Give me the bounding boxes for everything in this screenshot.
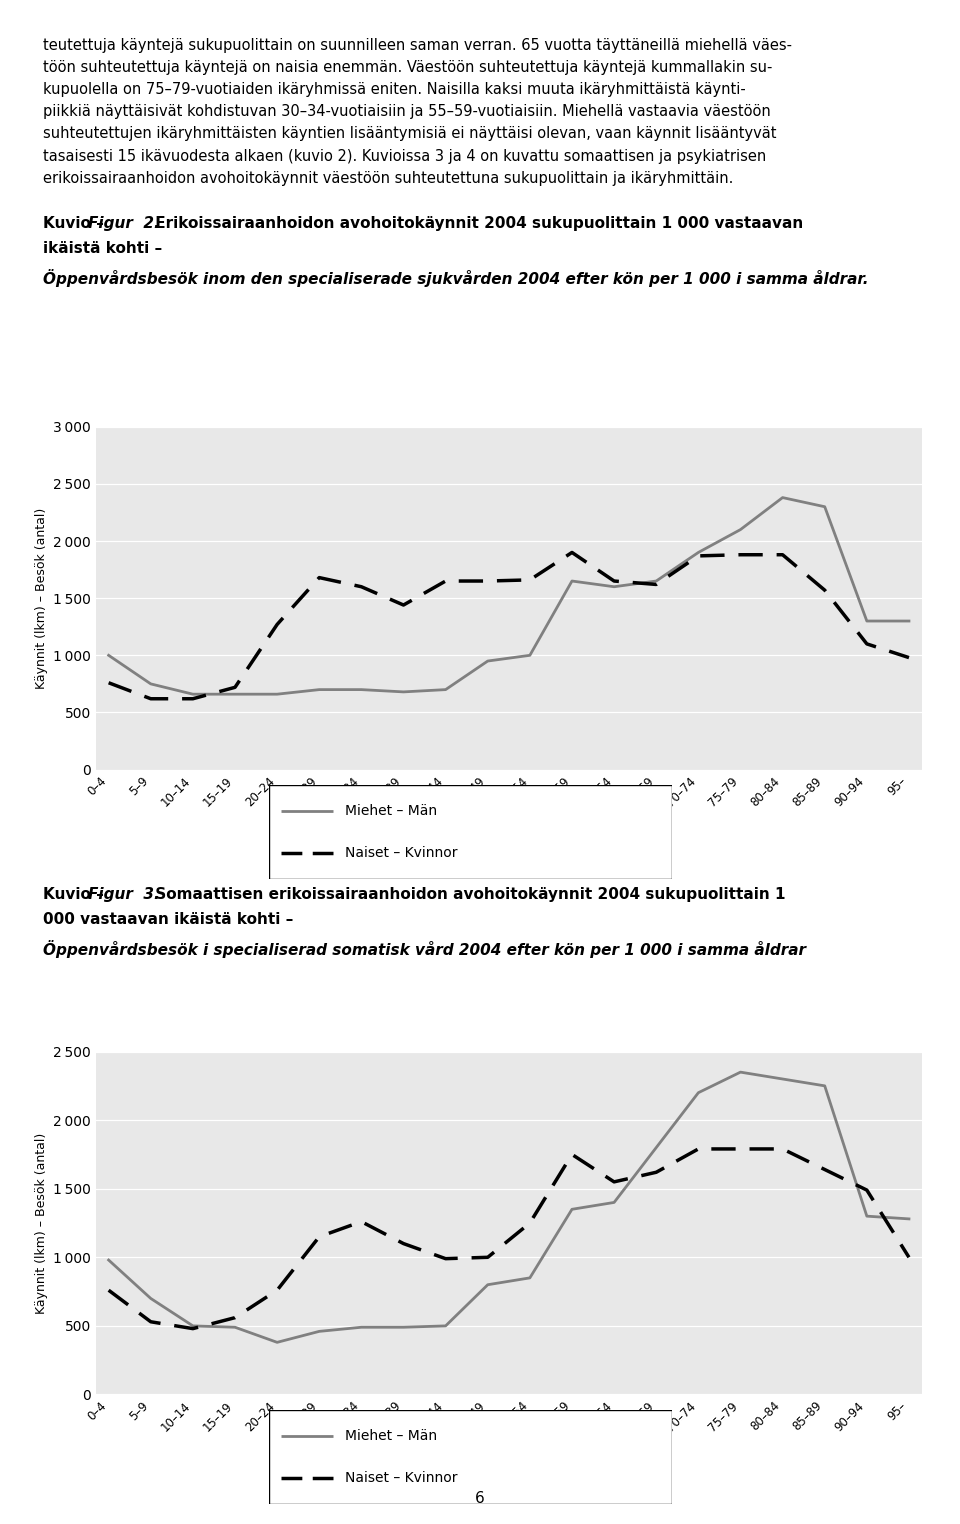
Text: 000 vastaavan ikäistä kohti –: 000 vastaavan ikäistä kohti – bbox=[43, 913, 294, 928]
Text: Öppenvårdsbesök inom den specialiserade sjukvården 2004 efter kön per 1 000 i sa: Öppenvårdsbesök inom den specialiserade … bbox=[43, 268, 869, 287]
Text: Naiset – Kvinnor: Naiset – Kvinnor bbox=[346, 846, 458, 860]
Text: Kuvio –: Kuvio – bbox=[43, 887, 109, 902]
Text: erikoissairaanhoidon avohoitokäynnit väestöön suhteutettuna sukupuolittain ja ik: erikoissairaanhoidon avohoitokäynnit väe… bbox=[43, 171, 733, 186]
Text: suhteutettujen ikäryhmittäisten käyntien lisääntymisiä ei näyttäisi olevan, vaan: suhteutettujen ikäryhmittäisten käyntien… bbox=[43, 126, 777, 142]
Text: teutettuja käyntejä sukupuolittain on suunnilleen saman verran. 65 vuotta täyttä: teutettuja käyntejä sukupuolittain on su… bbox=[43, 38, 792, 53]
Text: Kuvio –: Kuvio – bbox=[43, 216, 109, 230]
Y-axis label: Käynnit (lkm) – Besök (antal): Käynnit (lkm) – Besök (antal) bbox=[35, 1132, 48, 1314]
Text: piikkiä näyttäisivät kohdistuvan 30–34-vuotiaisiin ja 55–59-vuotiaisiin. Miehell: piikkiä näyttäisivät kohdistuvan 30–34-v… bbox=[43, 104, 771, 119]
Text: Figur  2.: Figur 2. bbox=[88, 216, 160, 230]
Text: Erikoissairaanhoidon avohoitokäynnit 2004 sukupuolittain 1 000 vastaavan: Erikoissairaanhoidon avohoitokäynnit 200… bbox=[150, 216, 803, 230]
X-axis label: Ikäluokka (vuotta) – Åldersgrupp (år): Ikäluokka (vuotta) – Åldersgrupp (år) bbox=[380, 1442, 637, 1458]
Text: Figur  3.: Figur 3. bbox=[88, 887, 160, 902]
Text: tasaisesti 15 ikävuodesta alkaen (kuvio 2). Kuvioissa 3 ja 4 on kuvattu somaatti: tasaisesti 15 ikävuodesta alkaen (kuvio … bbox=[43, 149, 766, 163]
Text: Naiset – Kvinnor: Naiset – Kvinnor bbox=[346, 1471, 458, 1484]
Text: Miehet – Män: Miehet – Män bbox=[346, 805, 438, 818]
Text: töön suhteutettuja käyntejä on naisia enemmän. Väestöön suhteutettuja käyntejä k: töön suhteutettuja käyntejä on naisia en… bbox=[43, 59, 773, 75]
X-axis label: Ikäluokka (vuotta) – Åldersgrupp (år): Ikäluokka (vuotta) – Åldersgrupp (år) bbox=[380, 817, 637, 834]
Text: Somaattisen erikoissairaanhoidon avohoitokäynnit 2004 sukupuolittain 1: Somaattisen erikoissairaanhoidon avohoit… bbox=[150, 887, 785, 902]
Text: Miehet – Män: Miehet – Män bbox=[346, 1430, 438, 1443]
Text: ikäistä kohti –: ikäistä kohti – bbox=[43, 241, 162, 256]
Text: Öppenvårdsbesök i specialiserad somatisk vård 2004 efter kön per 1 000 i samma å: Öppenvårdsbesök i specialiserad somatisk… bbox=[43, 940, 806, 959]
Text: 6: 6 bbox=[475, 1490, 485, 1506]
Y-axis label: Käynnit (lkm) – Besök (antal): Käynnit (lkm) – Besök (antal) bbox=[35, 507, 48, 689]
Text: kupuolella on 75–79-vuotiaiden ikäryhmissä eniten. Naisilla kaksi muuta ikäryhmi: kupuolella on 75–79-vuotiaiden ikäryhmis… bbox=[43, 82, 746, 98]
